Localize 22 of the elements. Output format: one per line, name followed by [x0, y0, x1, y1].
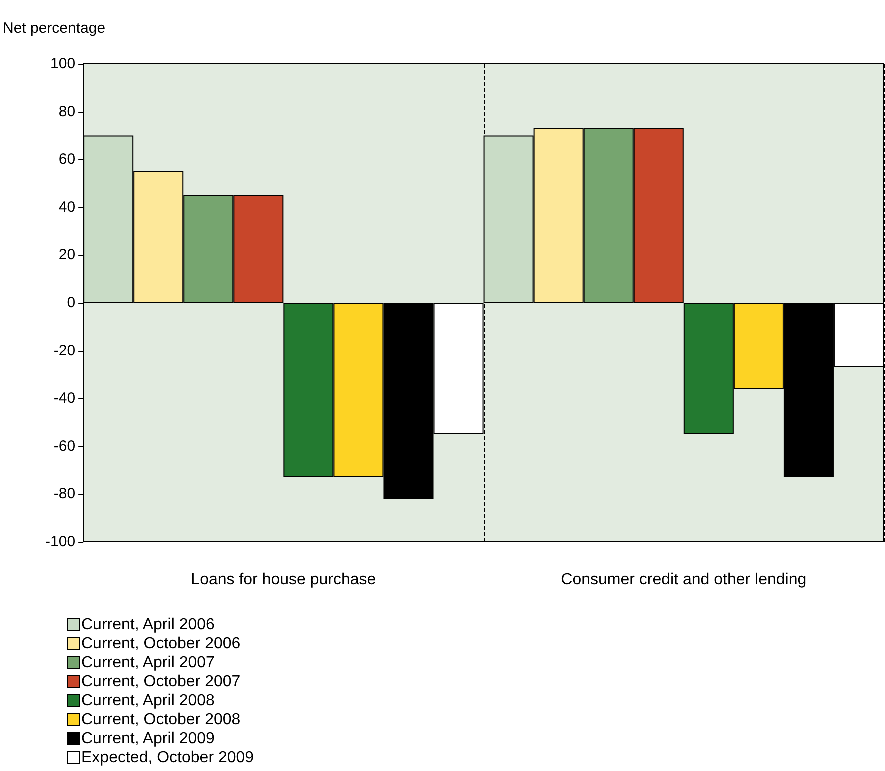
- legend-label: Current, April 2009: [82, 730, 216, 748]
- y-tick-label: -80: [54, 486, 76, 503]
- y-tick-label: 80: [58, 103, 76, 120]
- legend-label: Current, April 2008: [82, 692, 216, 710]
- y-tick-label: 0: [67, 294, 76, 312]
- legend-label: Expected, October 2009: [82, 750, 254, 766]
- y-tick-label: -100: [46, 534, 76, 550]
- legend-label: Current, October 2008: [82, 712, 241, 728]
- legend-label: Current, April 2007: [82, 654, 216, 672]
- y-tick-label: 100: [50, 56, 76, 72]
- legend-label: Current, October 2006: [82, 636, 241, 652]
- x-tick-label: Consumer credit and other lending: [561, 572, 807, 588]
- y-tick-label: 20: [58, 246, 76, 264]
- y-tick-label: 60: [58, 151, 76, 168]
- y-tick-label: -40: [54, 390, 76, 408]
- y-axis-title: Net percentage: [2, 20, 106, 37]
- y-tick-label: -20: [54, 342, 76, 360]
- legend-label: Current, October 2007: [82, 674, 241, 690]
- y-tick-label: -60: [54, 438, 76, 455]
- x-tick-label: Loans for house purchase: [191, 572, 376, 588]
- legend-label: Current, April 2006: [82, 616, 216, 634]
- y-tick-label: 40: [58, 198, 76, 216]
